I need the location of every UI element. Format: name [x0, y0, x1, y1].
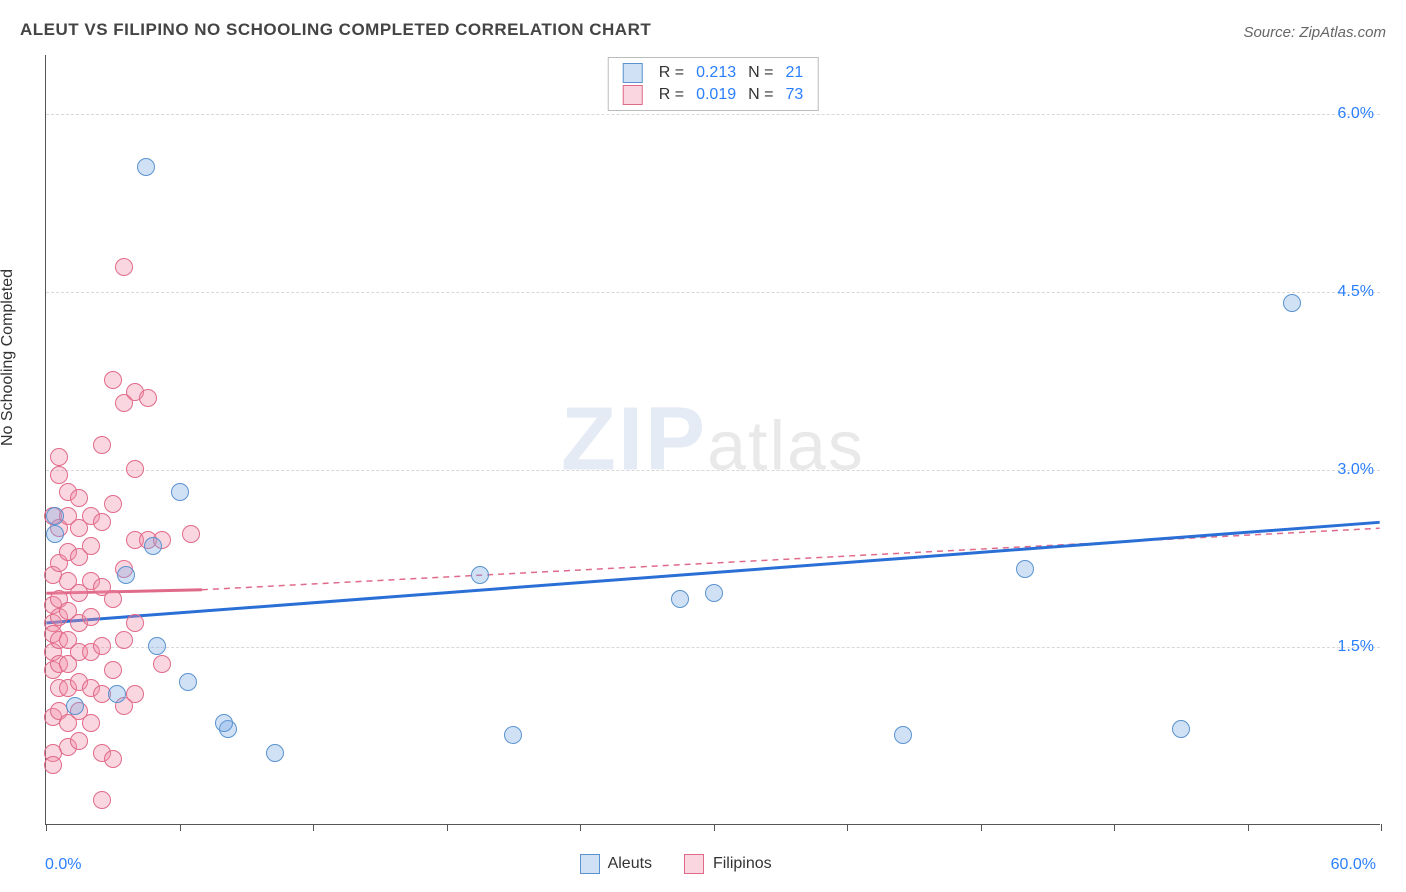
stats-row-filipinos: R = 0.019 N = 73 — [617, 84, 810, 106]
r-value-aleuts: 0.213 — [690, 62, 742, 84]
correlation-stats-box: R = 0.213 N = 21 R = 0.019 N = 73 — [608, 57, 819, 111]
trend-line — [202, 528, 1380, 590]
aleuts-point — [144, 537, 162, 555]
trend-line — [46, 522, 1379, 623]
filipinos-point — [50, 448, 68, 466]
filipinos-point — [93, 637, 111, 655]
filipinos-point — [93, 791, 111, 809]
x-tick — [580, 824, 581, 831]
filipinos-point — [104, 590, 122, 608]
filipinos-point — [44, 756, 62, 774]
aleuts-point — [66, 697, 84, 715]
x-tick — [1248, 824, 1249, 831]
filipinos-point — [104, 750, 122, 768]
r-label: R = — [653, 62, 690, 84]
filipinos-point — [126, 614, 144, 632]
filipinos-point — [70, 732, 88, 750]
x-tick — [180, 824, 181, 831]
aleuts-point — [1283, 294, 1301, 312]
filipinos-point — [153, 655, 171, 673]
aleuts-point — [471, 566, 489, 584]
y-tick-label: 3.0% — [1338, 461, 1374, 479]
aleuts-point — [108, 685, 126, 703]
y-axis-title: No Schooling Completed — [0, 269, 17, 446]
aleuts-point — [1016, 560, 1034, 578]
n-value-aleuts: 21 — [779, 62, 809, 84]
filipinos-point — [93, 513, 111, 531]
swatch-aleuts — [623, 63, 643, 83]
x-axis-max-label: 60.0% — [1331, 856, 1376, 874]
x-tick — [1381, 824, 1382, 831]
filipinos-point — [82, 714, 100, 732]
filipinos-point — [93, 436, 111, 454]
filipinos-point — [115, 631, 133, 649]
x-tick — [847, 824, 848, 831]
n-label: N = — [742, 84, 779, 106]
aleuts-point — [148, 637, 166, 655]
filipinos-point — [104, 661, 122, 679]
y-tick-label: 6.0% — [1338, 105, 1374, 123]
stats-row-aleuts: R = 0.213 N = 21 — [617, 62, 810, 84]
series-legend: Aleuts Filipinos — [580, 854, 800, 874]
legend-label-filipinos: Filipinos — [713, 855, 772, 872]
filipinos-point — [104, 371, 122, 389]
swatch-filipinos — [623, 85, 643, 105]
x-tick — [981, 824, 982, 831]
swatch-filipinos-bottom — [684, 854, 704, 874]
x-tick — [714, 824, 715, 831]
x-tick — [313, 824, 314, 831]
filipinos-point — [82, 608, 100, 626]
swatch-aleuts-bottom — [580, 854, 600, 874]
source-attribution: Source: ZipAtlas.com — [1243, 24, 1386, 41]
y-tick-label: 4.5% — [1338, 283, 1374, 301]
aleuts-point — [266, 744, 284, 762]
gridline — [46, 470, 1380, 471]
filipinos-point — [70, 489, 88, 507]
x-tick — [46, 824, 47, 831]
filipinos-point — [126, 460, 144, 478]
r-value-filipinos: 0.019 — [690, 84, 742, 106]
gridline — [46, 647, 1380, 648]
gridline — [46, 114, 1380, 115]
x-axis-min-label: 0.0% — [45, 856, 81, 874]
legend-label-aleuts: Aleuts — [608, 855, 652, 872]
aleuts-point — [179, 673, 197, 691]
aleuts-point — [137, 158, 155, 176]
aleuts-point — [215, 714, 233, 732]
aleuts-point — [504, 726, 522, 744]
filipinos-point — [82, 537, 100, 555]
aleuts-point — [705, 584, 723, 602]
aleuts-point — [117, 566, 135, 584]
trend-lines-layer — [46, 55, 1380, 824]
aleuts-point — [46, 525, 64, 543]
n-value-filipinos: 73 — [779, 84, 809, 106]
filipinos-point — [126, 685, 144, 703]
x-tick — [447, 824, 448, 831]
aleuts-point — [671, 590, 689, 608]
chart-title: ALEUT VS FILIPINO NO SCHOOLING COMPLETED… — [20, 20, 651, 40]
y-tick-label: 1.5% — [1338, 638, 1374, 656]
filipinos-point — [104, 495, 122, 513]
aleuts-point — [171, 483, 189, 501]
x-tick — [1114, 824, 1115, 831]
legend-item-filipinos: Filipinos — [684, 854, 771, 874]
aleuts-point — [46, 507, 64, 525]
filipinos-point — [50, 466, 68, 484]
aleuts-point — [894, 726, 912, 744]
plot-area: ZIPatlas R = 0.213 N = 21 R = 0.019 N = … — [45, 55, 1380, 825]
n-label: N = — [742, 62, 779, 84]
aleuts-point — [1172, 720, 1190, 738]
gridline — [46, 292, 1380, 293]
filipinos-point — [115, 258, 133, 276]
filipinos-point — [139, 389, 157, 407]
filipinos-point — [182, 525, 200, 543]
r-label: R = — [653, 84, 690, 106]
legend-item-aleuts: Aleuts — [580, 854, 652, 874]
